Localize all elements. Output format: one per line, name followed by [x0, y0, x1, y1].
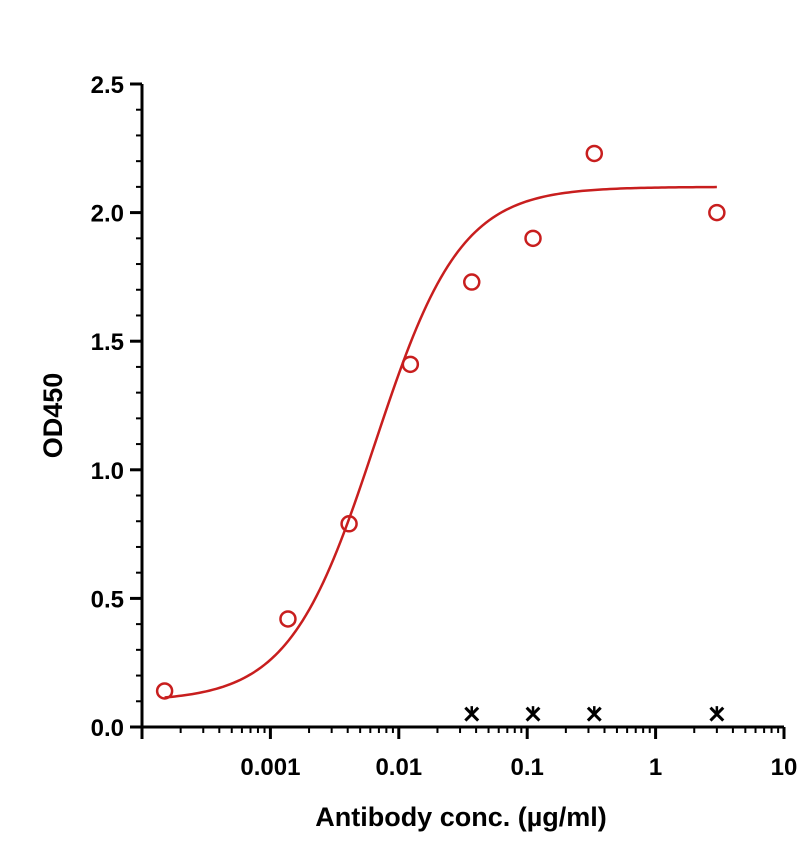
- data-point-circle: [708, 203, 726, 222]
- data-point-circle: [155, 682, 174, 700]
- x-tick-label: 0.01: [375, 754, 422, 781]
- axes: [130, 82, 786, 739]
- y-tick-label: 0.0: [91, 715, 124, 742]
- y-tick-label: 0.5: [91, 586, 124, 613]
- y-tick-label: 1.0: [91, 458, 124, 485]
- y-tick-label: 1.5: [91, 329, 124, 356]
- x-tick-label: 0.001: [240, 754, 300, 781]
- y-tick-label: 2.5: [91, 72, 124, 99]
- data-point-star: [586, 706, 602, 722]
- data-point-circle: [401, 355, 420, 374]
- data-point-star: [464, 706, 480, 722]
- x-axis-title: Antibody conc. (µg/ml): [315, 802, 607, 832]
- data-point-circle: [524, 229, 542, 248]
- y-tick-label: 2.0: [91, 201, 124, 228]
- tick-labels: 0.0 0.5 1.0 1.5 2.0 2.5 0.001 0.01 0.1 1 10: [91, 72, 798, 781]
- data-points: [155, 144, 726, 722]
- data-point-circle: [279, 610, 297, 628]
- fit-curve: [164, 185, 717, 699]
- data-point-star: [709, 706, 725, 722]
- data-point-circle: [463, 273, 481, 291]
- data-point-circle: [340, 515, 358, 533]
- data-point-star: [525, 706, 541, 722]
- data-point-circle: [585, 144, 604, 163]
- x-tick-label: 10: [771, 754, 798, 781]
- fit-curves: [164, 185, 717, 699]
- x-tick-label: 0.1: [511, 754, 544, 781]
- y-axis-title: OD450: [38, 373, 68, 459]
- x-tick-label: 1: [649, 754, 662, 781]
